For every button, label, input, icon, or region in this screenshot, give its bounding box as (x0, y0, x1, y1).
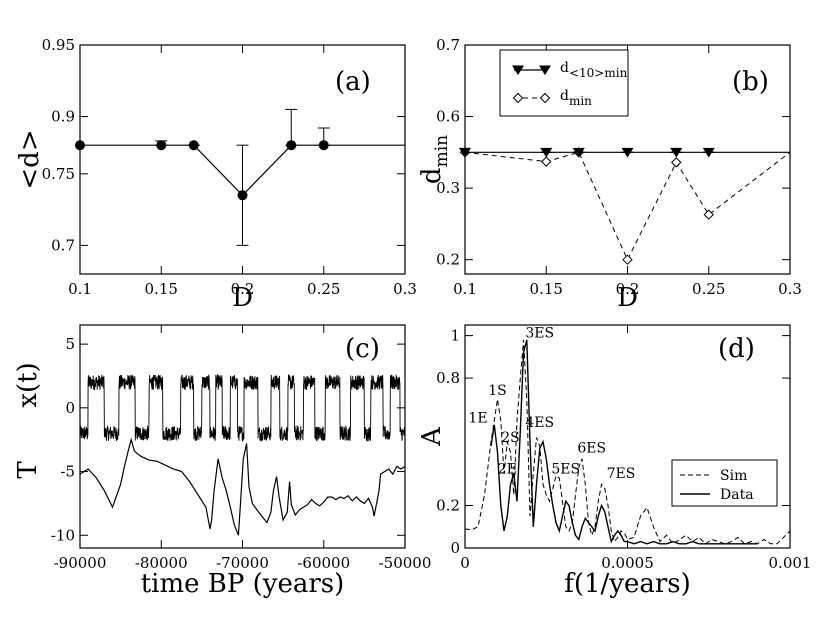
y-tick-label: 0.2 (436, 497, 460, 515)
x-tick-label: 0.15 (530, 280, 563, 298)
data-point (286, 140, 297, 151)
x-axis-label: time BP (years) (141, 569, 345, 599)
x-axis-label: D (232, 283, 253, 313)
data-point-d10min (702, 147, 715, 158)
annotation: 1E (468, 411, 487, 427)
x-tick-label: 0.3 (393, 280, 417, 298)
y-axis-label: dmin (417, 135, 452, 184)
series-line-data (490, 339, 758, 545)
annotation: 4ES (525, 415, 554, 431)
legend-box (499, 49, 629, 117)
data-point-dmin (671, 157, 682, 168)
x-tick-label: 0.2 (616, 280, 640, 298)
x-tick-label: 0.0005 (601, 554, 654, 572)
x-tick-label: -50000 (379, 554, 432, 572)
x-tick-label: 0.3 (778, 280, 802, 298)
legend-label-dmin: dmin (560, 88, 592, 108)
legend-label-data: Data (720, 487, 754, 503)
x-tick-label: 0.2 (231, 280, 255, 298)
x-axis-label: f(1/years) (564, 569, 691, 599)
panel-label: (d) (718, 334, 755, 364)
legend-marker-dmin (512, 92, 524, 104)
data-point-d10min (572, 147, 585, 158)
x-tick-label: -60000 (297, 554, 350, 572)
x-tick-label: -90000 (54, 554, 107, 572)
series-line-sim (464, 339, 791, 545)
y-tick-label: 0.75 (42, 165, 75, 183)
x-axis-label: D (617, 283, 638, 313)
data-point-d10min (670, 147, 683, 158)
y-tick-label: 0.6 (436, 108, 460, 126)
legend-marker-d10min (539, 65, 551, 76)
y-tick-label: 0 (450, 539, 460, 557)
annotation: 7ES (607, 466, 636, 482)
y-tick-label: 5 (65, 335, 75, 353)
data-point-dmin (622, 254, 633, 265)
x-tick-label: -70000 (216, 554, 269, 572)
x-tick-label: 0.25 (307, 280, 340, 298)
y-tick-label: 0.7 (436, 36, 460, 54)
y-axis-label: <d> (15, 129, 45, 189)
legend-label-sim: Sim (720, 468, 747, 484)
data-point-d10min (621, 147, 634, 158)
x-tick-label: 0.1 (68, 280, 92, 298)
data-point-dmin (541, 156, 552, 167)
y-tick-label: 0.8 (436, 369, 460, 387)
panel-c: -90000 -80000 -70000 -60000 -50000 -10 -5 0 5 (c)… (13, 324, 432, 599)
y-tick-label: 1 (450, 327, 460, 345)
annotation: 2S (501, 430, 520, 446)
panel-label: (b) (732, 67, 769, 97)
legend-box (671, 459, 778, 507)
data-point (75, 140, 85, 151)
annotation: 2E (498, 462, 517, 478)
data-point (318, 140, 329, 151)
data-point (156, 140, 167, 151)
legend-label-d10min: d<10>min (560, 60, 628, 80)
x-tick-label: 0 (460, 554, 470, 572)
series-line-dmin (464, 151, 791, 261)
y-axis-label-T: T (13, 461, 43, 479)
y-tick-label: 0.95 (42, 36, 75, 54)
annotation: 3ES (525, 326, 554, 342)
panel-a: 0.1 0.15 0.2 0.25 0.3 0.7 0.75 0.9 0.95 (a) D <d> (15, 36, 417, 313)
y-tick-label: 0.9 (51, 108, 75, 126)
panel-label: (a) (335, 67, 371, 97)
y-axis-label: A (417, 426, 447, 447)
y-tick-label: 0.7 (51, 236, 75, 254)
annotation: 5ES (551, 462, 580, 478)
legend: d<10>min dmin (499, 49, 629, 117)
data-point-d10min (540, 147, 553, 158)
x-tick-label: 0.1 (453, 280, 477, 298)
legend-marker-d10min (512, 65, 524, 76)
legend: Sim Data (671, 459, 778, 507)
series-line-x (79, 373, 406, 442)
annotation: 1S (488, 383, 507, 399)
y-tick-label: -5 (60, 463, 75, 481)
y-tick-label: -10 (51, 526, 75, 544)
x-tick-label: 0.15 (145, 280, 178, 298)
series-line-T (79, 437, 406, 536)
legend-marker-dmin (539, 92, 551, 104)
data-point-d10min (459, 147, 471, 158)
panel-label: (c) (345, 334, 380, 364)
x-tick-label: -80000 (135, 554, 188, 572)
data-point-dmin (703, 209, 714, 220)
y-tick-label: 0.3 (436, 179, 460, 197)
y-axis-label-x: x(t) (13, 362, 43, 407)
y-tick-label: 0.2 (436, 251, 460, 269)
data-point (188, 140, 199, 151)
panel-b: 0.1 0.15 0.2 0.25 0.3 0.2 0.3 0.6 0.7 d<10>min dmi… (417, 36, 802, 313)
y-tick-label: 0 (65, 399, 75, 417)
x-tick-label: 0.25 (692, 280, 725, 298)
x-tick-label: 0.001 (769, 554, 812, 572)
annotation: 6ES (577, 440, 606, 456)
data-point (237, 190, 248, 201)
